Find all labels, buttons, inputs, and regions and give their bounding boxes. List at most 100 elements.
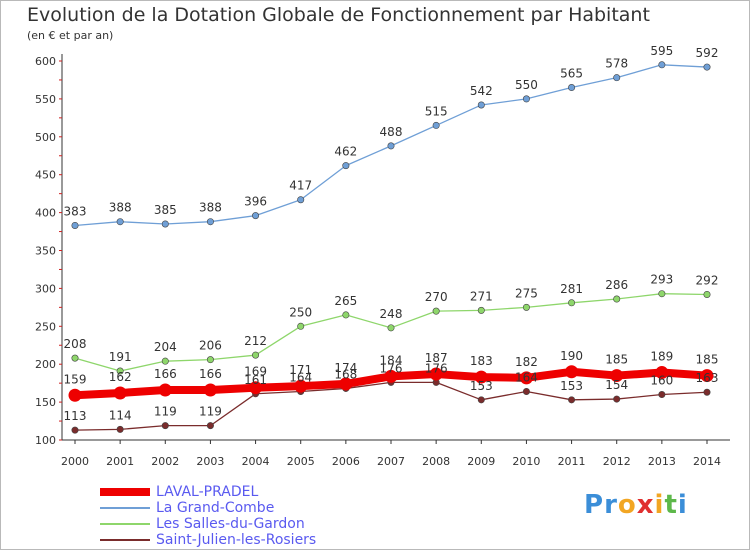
data-point (342, 311, 350, 319)
data-labels: 159 162 166 166 169 171 174 184 187 183 182 190 185 1… (64, 44, 719, 423)
data-label: 166 (199, 367, 222, 381)
data-label: 385 (154, 203, 177, 217)
data-label: 161 (244, 373, 267, 387)
data-label: 154 (605, 378, 628, 392)
legend-item: La Grand-Combe (100, 500, 430, 516)
data-point (568, 299, 576, 307)
data-label: 595 (650, 44, 673, 58)
data-point (613, 74, 621, 82)
x-tick-label: 2001 (106, 455, 134, 468)
data-label: 153 (470, 379, 493, 393)
data-label: 164 (515, 370, 538, 384)
data-label: 271 (470, 289, 493, 303)
data-label: 293 (650, 273, 673, 287)
data-label: 250 (289, 305, 312, 319)
data-point (477, 396, 485, 404)
chart-subtitle: (en € et par an) (27, 29, 114, 42)
legend-swatch (100, 539, 150, 541)
data-label: 163 (696, 371, 719, 385)
data-point (565, 365, 579, 379)
data-point (613, 295, 621, 303)
x-tick-label: 2007 (377, 455, 405, 468)
data-point (432, 307, 440, 315)
data-label: 160 (650, 374, 673, 388)
data-point (522, 95, 530, 103)
data-label: 113 (64, 409, 87, 423)
x-tick-label: 2004 (242, 455, 270, 468)
data-point (116, 218, 124, 226)
data-label: 204 (154, 340, 177, 354)
proxiti-logo: Proxiti (584, 490, 688, 520)
y-tick-label: 250 (35, 320, 56, 333)
legend-label: Les Salles-du-Gardon (156, 516, 305, 532)
data-point (71, 221, 79, 229)
data-label: 183 (470, 354, 493, 368)
data-point (703, 290, 711, 298)
y-tick-label: 350 (35, 245, 56, 258)
legend-swatch (100, 488, 150, 496)
data-label: 578 (605, 57, 628, 71)
data-point (658, 290, 666, 298)
data-label: 189 (650, 350, 673, 364)
data-label: 164 (289, 370, 312, 384)
data-point (703, 388, 711, 396)
data-label: 265 (334, 294, 357, 308)
y-tick-label: 550 (35, 93, 56, 106)
data-point (252, 212, 260, 220)
data-label: 488 (380, 125, 403, 139)
y-tick-label: 200 (35, 358, 56, 371)
series-points (68, 61, 714, 434)
data-label: 162 (109, 370, 132, 384)
data-label: 153 (560, 379, 583, 393)
data-point (658, 61, 666, 69)
chart-axes: 100 150 200 250 300 350 400 450 500 550 600 2000 200… (35, 54, 730, 468)
data-label: 388 (109, 201, 132, 215)
x-tick-label: 2009 (467, 455, 495, 468)
data-label: 206 (199, 339, 222, 353)
data-point (568, 84, 576, 92)
data-point (339, 377, 353, 391)
x-tick-label: 2003 (196, 455, 224, 468)
data-label: 592 (696, 46, 719, 60)
data-label: 171 (289, 363, 312, 377)
data-point (161, 357, 169, 365)
y-tick-label: 300 (35, 282, 56, 295)
y-tick-label: 400 (35, 207, 56, 220)
y-tick-label: 500 (35, 131, 56, 144)
data-label: 187 (425, 351, 448, 365)
data-point (432, 121, 440, 129)
data-label: 182 (515, 355, 538, 369)
data-label: 169 (244, 365, 267, 379)
x-tick-label: 2002 (151, 455, 179, 468)
data-label: 185 (696, 353, 719, 367)
data-point (158, 383, 172, 397)
legend-item: LAVAL-PRADEL (100, 484, 430, 500)
data-label: 176 (425, 361, 448, 375)
data-point (252, 351, 260, 359)
legend-swatch (100, 523, 150, 525)
data-point (387, 142, 395, 150)
data-label: 114 (109, 408, 132, 422)
data-label: 396 (244, 195, 267, 209)
x-tick-label: 2014 (693, 455, 721, 468)
x-tick-label: 2013 (648, 455, 676, 468)
y-tick-label: 100 (35, 434, 56, 447)
legend-swatch (100, 507, 150, 509)
chart-title: Evolution de la Dotation Globale de Fonc… (27, 4, 650, 26)
data-point (387, 324, 395, 332)
data-point (161, 220, 169, 228)
data-label: 417 (289, 179, 312, 193)
data-label: 185 (605, 353, 628, 367)
data-label: 275 (515, 286, 538, 300)
legend-item: Les Salles-du-Gardon (100, 516, 430, 532)
data-label: 119 (199, 405, 222, 419)
data-label: 191 (109, 350, 132, 364)
data-point (116, 367, 124, 375)
data-label: 281 (560, 282, 583, 296)
data-point (113, 386, 127, 400)
data-point (206, 356, 214, 364)
data-point (477, 101, 485, 109)
data-point (297, 322, 305, 330)
data-label: 159 (64, 372, 87, 386)
data-point (71, 426, 79, 434)
